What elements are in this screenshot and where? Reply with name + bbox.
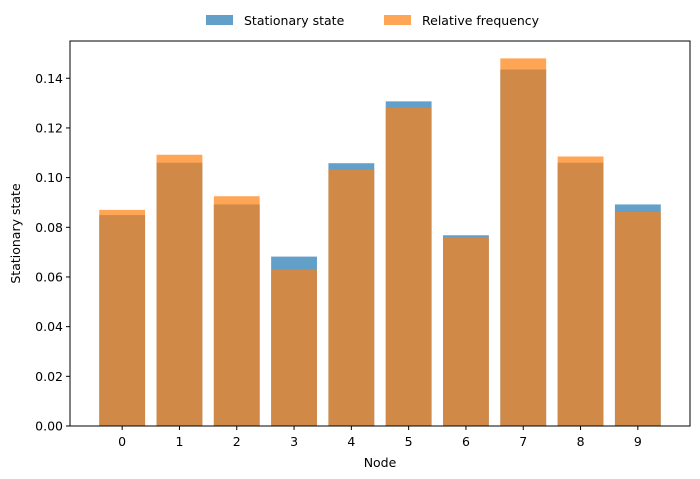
plot-frame <box>69 40 691 427</box>
y-tick-label: 0.02 <box>35 369 63 384</box>
x-tick-label: 5 <box>405 434 413 449</box>
legend-label: Stationary state <box>244 13 345 28</box>
y-tick-label: 0.04 <box>35 319 63 334</box>
legend: Stationary state Relative frequency <box>206 13 540 28</box>
y-tick-label: 0.00 <box>35 419 63 434</box>
bar-series2-node-1 <box>156 154 203 426</box>
bar-series2-node-2 <box>213 196 260 426</box>
bar-series2-node-8 <box>557 156 604 426</box>
x-tick-label: 4 <box>347 434 355 449</box>
y-tick-label: 0.10 <box>35 170 63 185</box>
legend-label: Relative frequency <box>422 13 540 28</box>
x-tick-label: 3 <box>290 434 298 449</box>
x-tick-label: 8 <box>577 434 585 449</box>
bar-series2-node-7 <box>500 58 547 427</box>
x-tick-label: 0 <box>118 434 126 449</box>
x-tick-label: 1 <box>175 434 183 449</box>
bar-series2-node-5 <box>385 107 432 426</box>
y-tick-label: 0.14 <box>35 71 63 86</box>
bar-series2-node-6 <box>443 237 489 426</box>
bar-series2-node-4 <box>328 169 375 426</box>
x-tick-label: 2 <box>233 434 241 449</box>
series-2 <box>99 58 661 427</box>
x-tick-label: 7 <box>519 434 527 449</box>
bar-series2-node-9 <box>614 211 661 426</box>
bar-series2-node-3 <box>271 269 317 426</box>
x-tick-label: 9 <box>634 434 642 449</box>
bar-series2-node-0 <box>99 209 146 426</box>
y-axis: 0.00 0.02 0.04 0.06 0.08 0.10 0.12 0.14 <box>35 71 70 434</box>
bars <box>99 58 661 427</box>
y-tick-label: 0.12 <box>35 120 63 135</box>
legend-swatch <box>384 15 411 25</box>
x-axis: 0 1 2 3 4 5 6 7 8 9 <box>118 426 642 449</box>
x-tick-label: 6 <box>462 434 470 449</box>
y-tick-label: 0.06 <box>35 269 63 284</box>
y-axis-label: Stationary state <box>8 183 23 284</box>
legend-swatch <box>206 15 233 25</box>
y-tick-label: 0.08 <box>35 220 63 235</box>
x-axis-label: Node <box>364 455 397 470</box>
